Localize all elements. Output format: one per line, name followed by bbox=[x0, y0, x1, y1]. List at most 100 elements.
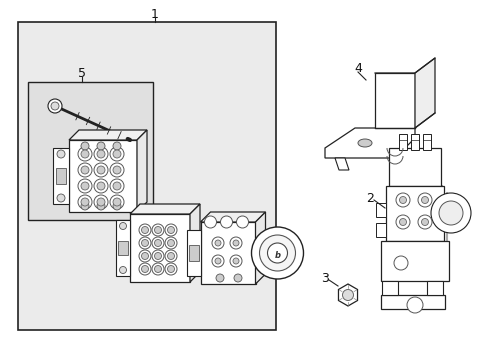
Circle shape bbox=[438, 201, 462, 225]
Circle shape bbox=[141, 226, 148, 234]
Circle shape bbox=[406, 297, 422, 313]
Circle shape bbox=[154, 252, 161, 260]
Bar bbox=[116, 220, 130, 276]
Bar bbox=[200, 222, 255, 284]
Circle shape bbox=[216, 274, 224, 282]
Circle shape bbox=[154, 239, 161, 247]
Ellipse shape bbox=[357, 139, 371, 147]
Circle shape bbox=[167, 226, 174, 234]
Bar bbox=[410, 134, 418, 150]
Bar bbox=[426, 281, 442, 295]
Circle shape bbox=[154, 226, 161, 234]
Polygon shape bbox=[130, 204, 200, 214]
Circle shape bbox=[251, 227, 303, 279]
Circle shape bbox=[164, 237, 177, 249]
Polygon shape bbox=[414, 58, 434, 128]
Circle shape bbox=[113, 166, 121, 174]
Circle shape bbox=[212, 237, 224, 249]
Circle shape bbox=[154, 266, 161, 273]
Text: 3: 3 bbox=[321, 271, 328, 284]
Bar bbox=[375, 223, 385, 237]
Text: 2: 2 bbox=[366, 192, 373, 204]
Circle shape bbox=[97, 198, 105, 206]
Circle shape bbox=[81, 198, 89, 206]
Circle shape bbox=[97, 166, 105, 174]
Bar bbox=[388, 148, 440, 186]
Circle shape bbox=[395, 193, 409, 207]
Circle shape bbox=[399, 197, 406, 203]
Circle shape bbox=[113, 198, 121, 206]
Circle shape bbox=[110, 195, 124, 209]
Bar bbox=[385, 186, 443, 241]
Bar bbox=[56, 168, 66, 184]
Circle shape bbox=[164, 250, 177, 262]
Circle shape bbox=[113, 182, 121, 190]
Circle shape bbox=[113, 150, 121, 158]
Polygon shape bbox=[69, 130, 147, 140]
Bar bbox=[18, 22, 275, 330]
Circle shape bbox=[234, 274, 242, 282]
Text: 5: 5 bbox=[78, 67, 86, 80]
Circle shape bbox=[97, 202, 105, 210]
Circle shape bbox=[167, 266, 174, 273]
Circle shape bbox=[139, 224, 151, 236]
Circle shape bbox=[81, 182, 89, 190]
Circle shape bbox=[139, 263, 151, 275]
Circle shape bbox=[78, 147, 92, 161]
Polygon shape bbox=[137, 130, 147, 212]
Circle shape bbox=[164, 263, 177, 275]
Polygon shape bbox=[200, 212, 265, 222]
Circle shape bbox=[81, 166, 89, 174]
Bar bbox=[375, 203, 385, 217]
Circle shape bbox=[94, 195, 108, 209]
Circle shape bbox=[229, 255, 242, 267]
Circle shape bbox=[421, 197, 427, 203]
Circle shape bbox=[215, 258, 221, 264]
Bar bbox=[69, 140, 137, 212]
Circle shape bbox=[267, 243, 287, 263]
Circle shape bbox=[342, 289, 353, 301]
Circle shape bbox=[204, 216, 216, 228]
Circle shape bbox=[167, 252, 174, 260]
Circle shape bbox=[167, 239, 174, 247]
Circle shape bbox=[94, 163, 108, 177]
Circle shape bbox=[417, 215, 431, 229]
Circle shape bbox=[417, 193, 431, 207]
Circle shape bbox=[48, 99, 62, 113]
Circle shape bbox=[119, 222, 126, 230]
Circle shape bbox=[220, 216, 232, 228]
Bar bbox=[398, 134, 406, 150]
Bar bbox=[130, 214, 190, 282]
Circle shape bbox=[110, 147, 124, 161]
Bar bbox=[380, 295, 444, 309]
Circle shape bbox=[139, 237, 151, 249]
Circle shape bbox=[141, 252, 148, 260]
Circle shape bbox=[421, 219, 427, 225]
Circle shape bbox=[97, 142, 105, 150]
Polygon shape bbox=[338, 284, 357, 306]
Circle shape bbox=[141, 266, 148, 273]
Bar bbox=[28, 82, 153, 220]
Circle shape bbox=[393, 256, 407, 270]
Bar bbox=[53, 148, 69, 204]
Circle shape bbox=[152, 250, 163, 262]
Circle shape bbox=[395, 215, 409, 229]
Circle shape bbox=[78, 179, 92, 193]
Circle shape bbox=[430, 193, 470, 233]
Polygon shape bbox=[190, 204, 200, 282]
Text: 4: 4 bbox=[353, 62, 361, 75]
Polygon shape bbox=[255, 212, 265, 284]
Circle shape bbox=[215, 240, 221, 246]
Circle shape bbox=[113, 142, 121, 150]
Circle shape bbox=[81, 150, 89, 158]
Circle shape bbox=[78, 195, 92, 209]
Circle shape bbox=[236, 216, 248, 228]
Circle shape bbox=[113, 202, 121, 210]
Circle shape bbox=[399, 219, 406, 225]
Circle shape bbox=[152, 224, 163, 236]
Circle shape bbox=[139, 250, 151, 262]
Circle shape bbox=[259, 235, 295, 271]
Circle shape bbox=[97, 150, 105, 158]
Bar bbox=[422, 134, 430, 150]
Circle shape bbox=[152, 237, 163, 249]
